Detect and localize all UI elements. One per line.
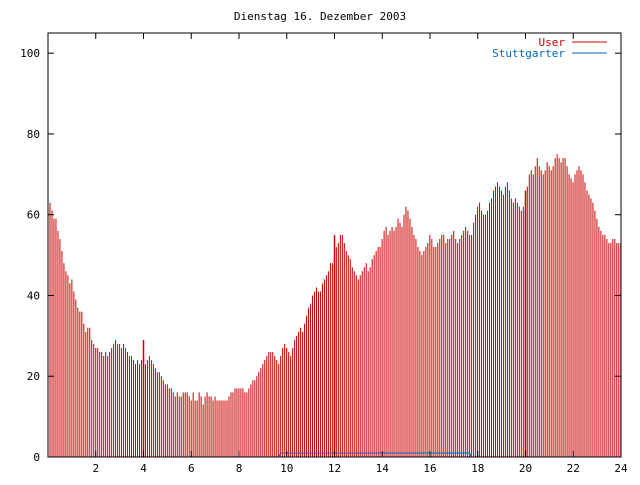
- x-axis: 2 4 6 8 10 12 14 16 18 20 22 24: [92, 33, 628, 475]
- x-tick-label: 20: [519, 462, 532, 475]
- y-axis: 0 20 40 60 80 100: [20, 47, 621, 464]
- x-tick-label: 12: [328, 462, 341, 475]
- x-tick-label: 10: [280, 462, 293, 475]
- markers-layer: [142, 190, 527, 457]
- legend-label: User: [539, 36, 566, 49]
- x-tick-label: 2: [92, 462, 99, 475]
- y-tick-label: 0: [33, 451, 40, 464]
- x-tick-label: 4: [140, 462, 147, 475]
- y-tick-label: 20: [27, 370, 40, 383]
- y-tick-label: 40: [27, 289, 40, 302]
- x-tick-label: 8: [236, 462, 243, 475]
- chart-title: Dienstag 16. Dezember 2003: [234, 10, 406, 23]
- x-tick-label: 16: [423, 462, 436, 475]
- x-tick-label: 24: [614, 462, 628, 475]
- bars-layer: [49, 154, 622, 457]
- x-tick-label: 6: [188, 462, 195, 475]
- y-tick-label: 80: [27, 128, 40, 141]
- y-tick-label: 60: [27, 209, 40, 222]
- x-tick-label: 22: [567, 462, 580, 475]
- x-tick-label: 14: [376, 462, 390, 475]
- y-tick-label: 100: [20, 47, 40, 60]
- x-tick-label: 18: [471, 462, 484, 475]
- legend-label: Stuttgarter: [492, 47, 565, 60]
